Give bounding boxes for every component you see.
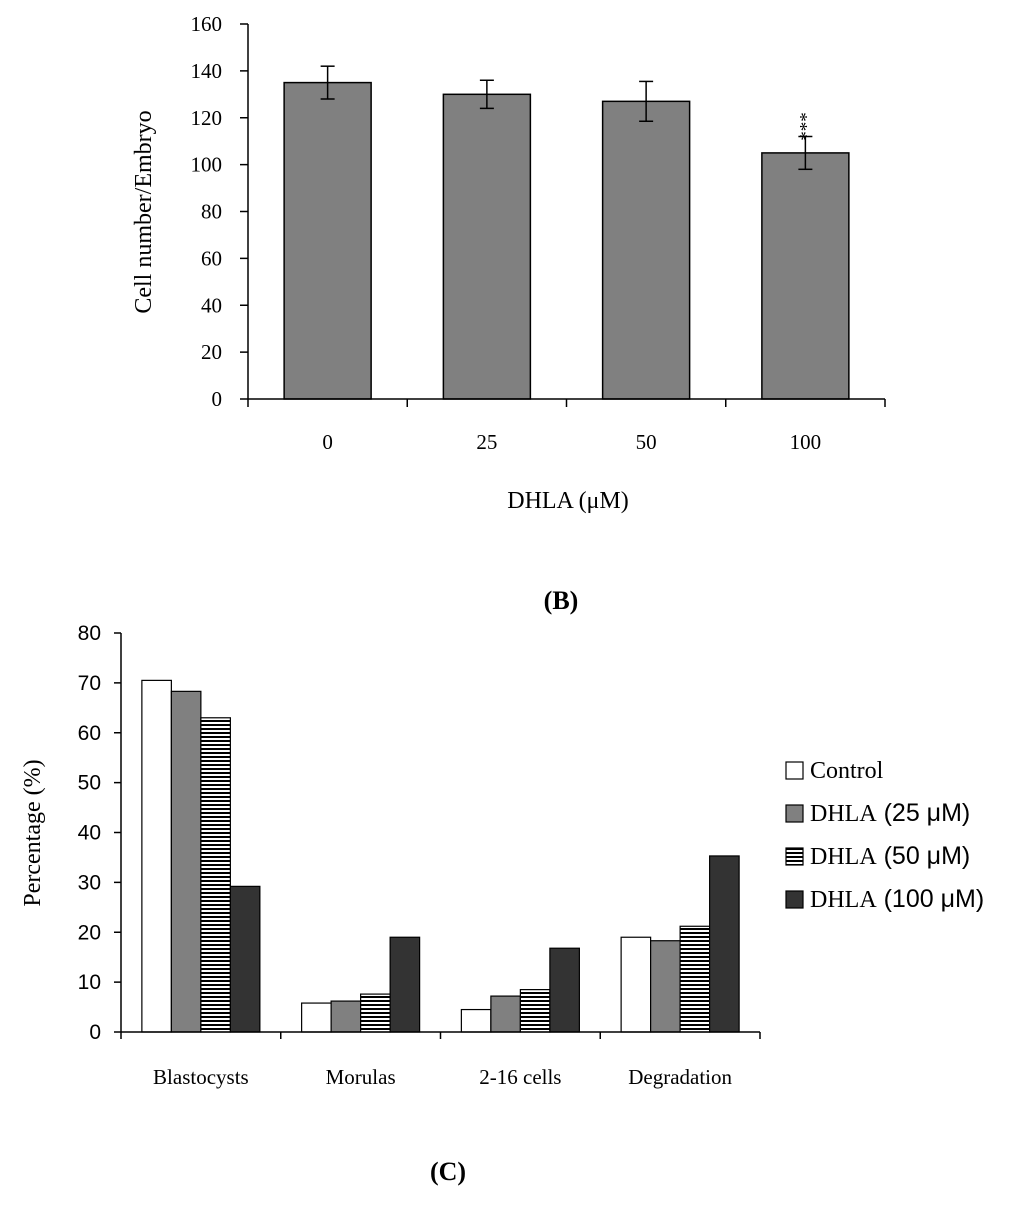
chart2-y-tick-label: 20	[78, 921, 101, 944]
chart2-bar	[200, 717, 231, 1033]
legend-label-main: DHLA	[810, 844, 877, 870]
chart2-x-tick-label: Morulas	[326, 1065, 396, 1089]
chart1-y-axis-label: Cell number/Embryo	[131, 110, 157, 313]
chart1-x-tick-label: 50	[636, 430, 657, 454]
legend-label-main: DHLA	[810, 887, 877, 913]
chart2-bars	[141, 679, 740, 1033]
chart1-x-axis-ticks: 0 25 50 100	[247, 399, 886, 454]
chart1-bar	[761, 152, 850, 400]
chart2-bar	[460, 1008, 492, 1033]
chart2-bar	[229, 885, 261, 1033]
chart2-x-axis-ticks: Blastocysts Morulas 2-16 cells Degradation	[120, 1032, 761, 1089]
chart1-x-tick-label: 100	[790, 430, 822, 454]
chart1-y-tick-label: 20	[201, 340, 222, 364]
chart2-y-tick-label: 70	[78, 672, 101, 695]
chart2-x-tick-label: 2-16 cells	[479, 1065, 561, 1089]
legend-label: DHLA (50 μM)	[810, 842, 970, 870]
chart2-bar	[301, 1002, 332, 1033]
chart2-bar	[360, 993, 391, 1033]
chart2-x-tick-label: Degradation	[628, 1065, 732, 1089]
chart1-bars: ***	[283, 65, 850, 400]
legend-swatch	[785, 804, 804, 823]
chart1-y-tick-label: 80	[201, 200, 222, 224]
chart2-bar	[389, 936, 421, 1033]
legend-swatch	[785, 847, 804, 866]
chart1-bar	[442, 93, 532, 400]
legend-label-unit: (25 μM)	[877, 799, 971, 827]
chart2-bar	[490, 995, 521, 1033]
chart2-bar	[141, 679, 172, 1033]
chart1-bar	[283, 81, 372, 400]
chart1-y-tick-label: 40	[201, 293, 222, 317]
chart1-y-tick-label: 120	[191, 106, 223, 130]
legend-label: DHLA (25 μM)	[810, 799, 970, 827]
chart2-bar	[620, 936, 652, 1033]
chart2-y-tick-label: 30	[78, 871, 101, 894]
chart1-y-tick-label: 100	[191, 153, 223, 177]
chart2-y-axis-label: Percentage (%)	[20, 759, 46, 906]
legend-swatch	[785, 761, 804, 780]
chart1-x-axis-label: DHLA (μM)	[507, 488, 629, 514]
chart2-y-tick-label: 60	[78, 722, 101, 745]
chart2-bar	[170, 690, 202, 1033]
chart1-y-tick-label: 0	[212, 387, 223, 411]
legend-label-main: Control	[810, 758, 884, 784]
chart2-x-tick-label: Blastocysts	[153, 1065, 249, 1089]
cell-number-chart: 0 20 40 60 80 100 120 140 160 *** 0 25 50 100 Cell …	[131, 12, 886, 514]
chart1-y-tick-label: 140	[191, 59, 223, 83]
legend-label: Control	[810, 758, 884, 784]
chart2-bar	[330, 1000, 362, 1033]
panel-label-b: (B)	[544, 586, 579, 615]
embryo-stage-chart: 0 10 20 30 40 50 60 70 80 Blastocysts Morulas 2-16…	[20, 622, 984, 1089]
chart2-y-tick-label: 50	[78, 772, 101, 795]
legend-label: DHLA (100 μM)	[810, 885, 984, 913]
chart1-significance-label: ***	[796, 112, 817, 141]
chart2-bar	[709, 855, 740, 1033]
chart1-y-axis-ticks: 0 20 40 60 80 100 120 140 160	[191, 12, 248, 411]
chart1-x-tick-label: 0	[322, 430, 333, 454]
chart2-bar	[519, 989, 551, 1033]
legend-label-unit: (50 μM)	[877, 842, 971, 870]
chart2-y-tick-label: 10	[78, 971, 101, 994]
chart2-y-tick-label: 40	[78, 822, 101, 845]
chart1-y-tick-label: 60	[201, 246, 222, 270]
chart1-bar	[601, 100, 691, 400]
chart2-bar	[549, 947, 580, 1033]
chart2-bar	[650, 940, 681, 1033]
chart2-y-tick-label: 0	[89, 1021, 101, 1044]
chart1-y-tick-label: 160	[191, 12, 223, 36]
legend-label-main: DHLA	[810, 801, 877, 827]
chart1-x-tick-label: 25	[476, 430, 497, 454]
chart2-bar	[679, 925, 711, 1033]
chart2-y-tick-label: 80	[78, 622, 101, 645]
legend-label-unit: (100 μM)	[877, 885, 984, 913]
panel-label-c: (C)	[430, 1157, 466, 1186]
chart2-y-axis-ticks: 0 10 20 30 40 50 60 70 80	[78, 622, 121, 1044]
legend-swatch	[785, 890, 804, 909]
